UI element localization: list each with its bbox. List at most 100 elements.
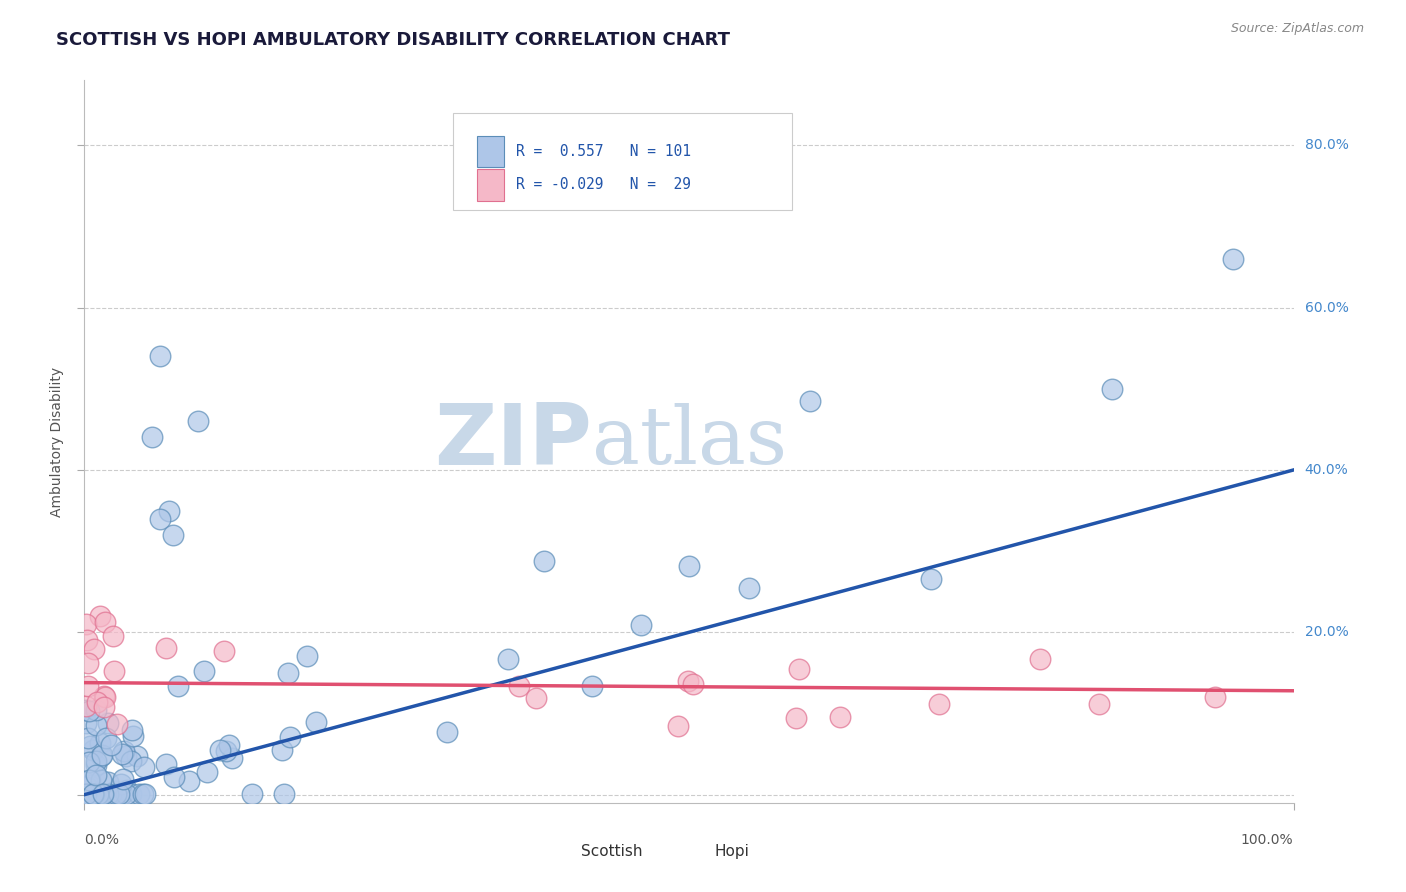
- Point: [83, 787, 105, 801]
- Point: [91, 787, 114, 801]
- Point: [785, 711, 807, 725]
- Point: [280, 730, 302, 744]
- Point: [496, 651, 519, 665]
- Text: atlas: atlas: [592, 402, 787, 481]
- Point: [82, 787, 104, 801]
- Point: [84, 754, 107, 768]
- Text: R =  0.557   N = 101: R = 0.557 N = 101: [516, 145, 690, 159]
- Point: [149, 349, 172, 363]
- Point: [90, 787, 112, 801]
- Point: [111, 747, 134, 761]
- Bar: [478, 136, 503, 168]
- Point: [97, 787, 120, 801]
- Point: [91, 787, 114, 801]
- Point: [1029, 652, 1052, 666]
- Point: [305, 714, 328, 729]
- Point: [155, 757, 177, 772]
- Point: [115, 749, 138, 764]
- Point: [75, 787, 97, 801]
- Point: [212, 644, 235, 658]
- Point: [89, 736, 111, 750]
- Point: [87, 787, 110, 801]
- Point: [112, 743, 135, 757]
- Text: 60.0%: 60.0%: [1305, 301, 1348, 315]
- Point: [77, 778, 100, 792]
- Point: [79, 787, 101, 801]
- Point: [125, 749, 148, 764]
- Point: [76, 679, 98, 693]
- Point: [86, 703, 108, 717]
- Point: [787, 662, 810, 676]
- Point: [162, 528, 184, 542]
- Point: [104, 784, 127, 798]
- Point: [738, 581, 761, 595]
- Point: [77, 756, 100, 770]
- Point: [75, 699, 97, 714]
- Point: [104, 787, 127, 801]
- Point: [90, 772, 112, 787]
- FancyBboxPatch shape: [453, 112, 792, 211]
- Text: 0.0%: 0.0%: [84, 833, 120, 847]
- Point: [90, 748, 112, 763]
- Point: [112, 772, 135, 786]
- Point: [928, 697, 950, 711]
- Point: [508, 679, 530, 693]
- Point: [682, 677, 704, 691]
- Point: [94, 731, 117, 745]
- Point: [82, 787, 104, 801]
- Point: [91, 787, 114, 801]
- Point: [75, 716, 97, 731]
- Point: [221, 751, 243, 765]
- Point: [84, 768, 107, 782]
- Point: [97, 715, 120, 730]
- Point: [77, 704, 100, 718]
- Point: [122, 730, 145, 744]
- Point: [1101, 382, 1123, 396]
- Point: [87, 787, 110, 801]
- Point: [1222, 252, 1244, 266]
- Point: [93, 690, 115, 704]
- Point: [103, 664, 125, 678]
- Text: 100.0%: 100.0%: [1241, 833, 1294, 847]
- Point: [91, 787, 114, 801]
- Point: [83, 787, 105, 801]
- Point: [524, 690, 547, 705]
- Point: [533, 553, 555, 567]
- Point: [155, 641, 177, 656]
- Point: [163, 770, 186, 784]
- Point: [920, 572, 942, 586]
- Point: [208, 743, 231, 757]
- Point: [100, 787, 122, 801]
- Point: [93, 690, 115, 704]
- Point: [82, 743, 104, 757]
- Text: Source: ZipAtlas.com: Source: ZipAtlas.com: [1230, 22, 1364, 36]
- Point: [166, 679, 188, 693]
- Point: [193, 664, 215, 678]
- Point: [120, 787, 142, 801]
- Point: [277, 666, 299, 681]
- Point: [84, 757, 107, 772]
- Point: [295, 648, 318, 663]
- Point: [93, 699, 115, 714]
- Point: [157, 503, 180, 517]
- Point: [630, 618, 652, 632]
- Text: 20.0%: 20.0%: [1305, 625, 1348, 640]
- Point: [678, 559, 700, 574]
- Point: [218, 738, 240, 752]
- Point: [105, 717, 128, 731]
- Point: [77, 772, 100, 787]
- Y-axis label: Ambulatory Disability: Ambulatory Disability: [51, 367, 65, 516]
- Point: [581, 679, 603, 693]
- Point: [75, 703, 97, 717]
- Bar: [550, 838, 576, 865]
- Text: Hopi: Hopi: [714, 845, 749, 859]
- Text: 80.0%: 80.0%: [1305, 138, 1348, 153]
- Point: [128, 787, 150, 801]
- Bar: [683, 838, 710, 865]
- Point: [86, 787, 108, 801]
- Text: SCOTTISH VS HOPI AMBULATORY DISABILITY CORRELATION CHART: SCOTTISH VS HOPI AMBULATORY DISABILITY C…: [56, 31, 730, 49]
- Point: [87, 787, 110, 801]
- Point: [75, 617, 97, 632]
- Point: [1204, 690, 1226, 704]
- Point: [132, 760, 155, 774]
